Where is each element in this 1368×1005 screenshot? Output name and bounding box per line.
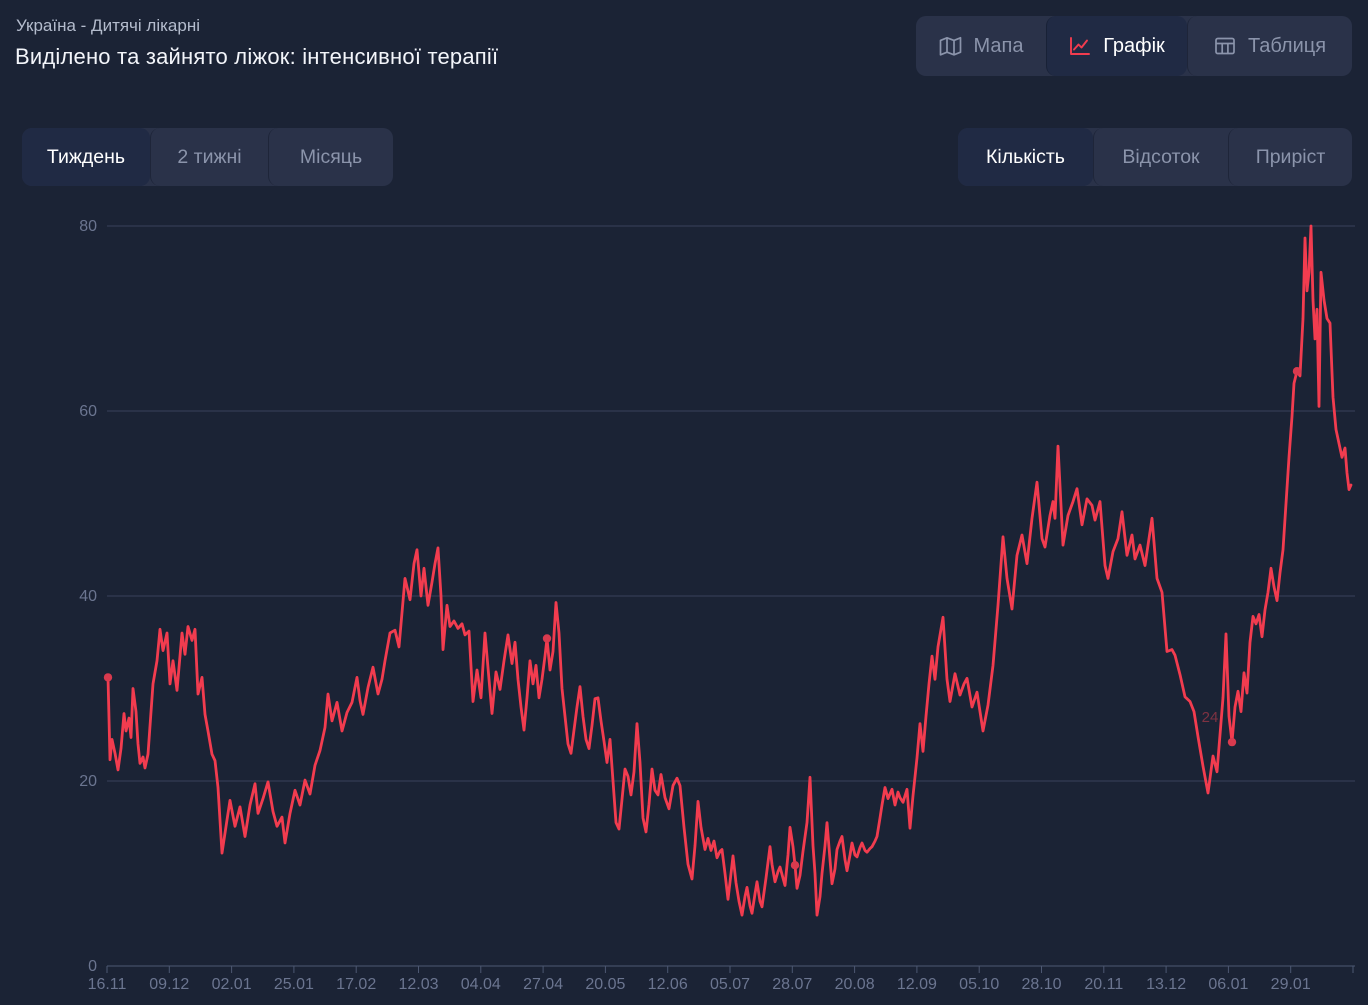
x-tick-label: 25.01 xyxy=(274,976,314,993)
tab-label: Мапа xyxy=(973,34,1024,57)
data-point-marker xyxy=(1292,367,1302,376)
x-tick-label: 20.05 xyxy=(585,976,625,993)
period-tabs: Тиждень 2 тижні Місяць xyxy=(22,128,393,186)
view-switcher-item-table[interactable]: Таблиця xyxy=(1187,16,1352,76)
x-tick-label: 04.04 xyxy=(461,976,501,993)
point-annotation: 24 xyxy=(1202,709,1219,726)
metric-tabs-item-percent[interactable]: Відсоток xyxy=(1093,128,1228,186)
y-tick-label: 0 xyxy=(88,958,97,975)
view-switcher: Мапа Графік Таблиця xyxy=(916,16,1352,76)
tab-label: Відсоток xyxy=(1122,145,1200,168)
series-line xyxy=(106,224,1353,917)
breadcrumb-subtitle: Україна - Дитячі лікарні xyxy=(16,16,200,35)
view-switcher-item-map[interactable]: Мапа xyxy=(916,16,1046,76)
x-tick-label: 20.08 xyxy=(835,976,875,993)
map-icon xyxy=(939,36,962,57)
tab-label: Графік xyxy=(1103,34,1165,57)
x-tick-label: 28.07 xyxy=(772,976,812,993)
tab-label: Кількість xyxy=(986,145,1065,168)
x-tick-label: 13.12 xyxy=(1146,976,1186,993)
period-tabs-item-month[interactable]: Місяць xyxy=(268,128,393,186)
metric-tabs-item-growth[interactable]: Приріст xyxy=(1228,128,1352,186)
x-tick-label: 28.10 xyxy=(1021,976,1061,993)
x-tick-label: 12.06 xyxy=(648,976,688,993)
x-tick-label: 05.10 xyxy=(959,976,999,993)
data-point-marker xyxy=(542,634,552,643)
data-point-marker xyxy=(103,673,113,682)
x-tick-label: 06.01 xyxy=(1208,976,1248,993)
tab-label: Таблиця xyxy=(1247,34,1327,57)
page-title: Виділено та зайнято ліжок: інтенсивної т… xyxy=(15,44,499,69)
data-point-marker xyxy=(790,861,800,870)
y-tick-label: 60 xyxy=(79,403,97,420)
x-tick-label: 02.01 xyxy=(212,976,252,993)
y-tick-label: 80 xyxy=(79,218,97,235)
metric-tabs-item-count[interactable]: Кількість xyxy=(958,128,1093,186)
x-tick-label: 16.11 xyxy=(88,976,127,993)
data-point-marker xyxy=(1227,737,1237,747)
tab-label: Приріст xyxy=(1255,145,1326,168)
view-switcher-item-chart[interactable]: Графік xyxy=(1046,16,1187,76)
x-tick-label: 05.07 xyxy=(710,976,750,993)
x-tick-label: 29.01 xyxy=(1271,976,1311,993)
y-tick-label: 20 xyxy=(79,773,97,790)
metric-tabs: Кількість Відсоток Приріст xyxy=(958,128,1352,186)
x-tick-label: 09.12 xyxy=(149,976,189,993)
tab-label: Місяць xyxy=(299,145,363,168)
tab-label: 2 тижні xyxy=(177,145,242,168)
period-tabs-item-week[interactable]: Тиждень xyxy=(22,128,150,186)
line-chart-icon xyxy=(1069,36,1091,56)
table-icon xyxy=(1214,36,1236,56)
tab-label: Тиждень xyxy=(46,145,126,168)
y-tick-label: 40 xyxy=(79,588,97,605)
x-tick-label: 20.11 xyxy=(1084,976,1123,993)
period-tabs-item-2weeks[interactable]: 2 тижні xyxy=(150,128,268,186)
x-tick-label: 12.03 xyxy=(398,976,438,993)
x-tick-label: 17.02 xyxy=(336,976,376,993)
x-tick-label: 27.04 xyxy=(523,976,563,993)
x-tick-label: 12.09 xyxy=(897,976,937,993)
